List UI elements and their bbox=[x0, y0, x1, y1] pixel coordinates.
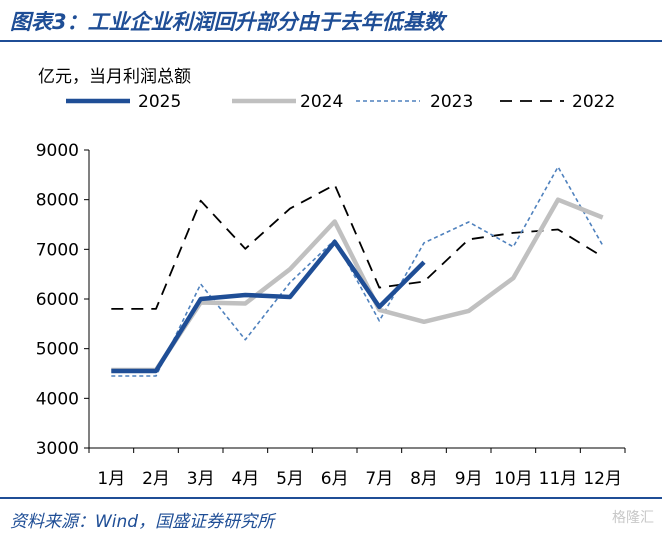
source-rule bbox=[0, 497, 662, 499]
x-tick-label: 9月 bbox=[455, 469, 483, 489]
x-tick-label: 6月 bbox=[321, 469, 349, 489]
x-tick-label: 2月 bbox=[142, 469, 170, 489]
y-tick-label: 7000 bbox=[36, 240, 79, 260]
legend-label-2024: 2024 bbox=[300, 92, 343, 112]
figure-title: 图表3：工业企业利润回升部分由于去年低基数 bbox=[10, 10, 445, 34]
legend-label-2025: 2025 bbox=[138, 92, 181, 112]
legend: 2025 2024 2023 2022 bbox=[66, 92, 615, 112]
x-tick-label: 5月 bbox=[276, 469, 304, 489]
legend-label-2022: 2022 bbox=[572, 92, 615, 112]
x-tick-label: 7月 bbox=[365, 469, 393, 489]
x-tick-label: 1月 bbox=[97, 469, 125, 489]
y-tick-label: 5000 bbox=[36, 340, 79, 360]
x-tick-label: 12月 bbox=[583, 469, 622, 489]
unit-label: 亿元，当月利润总额 bbox=[38, 67, 191, 87]
series-layer bbox=[111, 166, 604, 377]
series-line-2023 bbox=[111, 166, 604, 377]
axes: 3000 4000 5000 6000 7000 8000 9000 1月 2月 3月 4月 5月 6月… bbox=[36, 141, 626, 489]
series-line-2024 bbox=[111, 197, 604, 373]
y-tick-label: 8000 bbox=[36, 191, 79, 211]
line-chart: 亿元，当月利润总额 2025 2024 2023 2022 3000 4000 5000 6… bbox=[36, 67, 626, 489]
x-tick-label: 10月 bbox=[494, 469, 533, 489]
source-note: 资料来源：Wind，国盛证券研究所 bbox=[10, 512, 275, 532]
y-tick-label: 9000 bbox=[36, 141, 79, 161]
series-line-2025 bbox=[111, 239, 426, 374]
y-tick-label: 3000 bbox=[36, 439, 79, 459]
y-tick-label: 6000 bbox=[36, 290, 79, 310]
x-tick-label: 3月 bbox=[187, 469, 215, 489]
legend-label-2023: 2023 bbox=[430, 92, 473, 112]
y-tick-label: 4000 bbox=[36, 389, 79, 409]
x-tick-label: 4月 bbox=[231, 469, 259, 489]
x-tick-label: 11月 bbox=[539, 469, 578, 489]
watermark-logo: 格隆汇 bbox=[612, 510, 654, 526]
x-tick-label: 8月 bbox=[410, 469, 438, 489]
title-rule bbox=[0, 40, 662, 42]
